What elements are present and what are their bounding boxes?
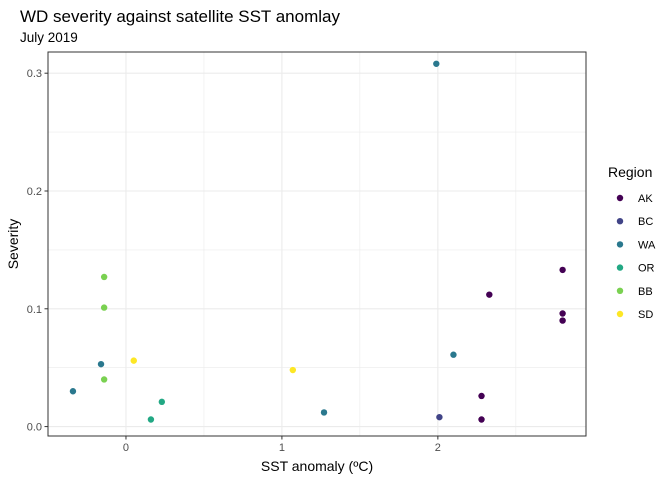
chart-title: WD severity against satellite SST anomla…: [20, 7, 340, 26]
x-tick-label: 1: [279, 442, 285, 454]
data-point-ak: [559, 317, 566, 324]
x-axis-title: SST anomaly (ºC): [261, 458, 373, 474]
data-point-bc: [436, 413, 443, 421]
legend-label-wa: WA: [638, 239, 656, 251]
data-point-ak: [559, 310, 566, 317]
legend-label-bc: BC: [638, 216, 653, 228]
data-point-ak: [478, 416, 485, 423]
data-point-ak: [559, 266, 566, 274]
y-tick-label: 0.1: [27, 304, 42, 316]
legend-key-bc: [616, 218, 624, 225]
data-point-wa: [69, 388, 77, 395]
y-tick-label: 0.2: [27, 186, 42, 198]
data-point-ak: [478, 392, 485, 400]
data-point-wa: [320, 409, 328, 416]
data-point-or: [158, 398, 166, 406]
data-point-bb: [100, 304, 108, 311]
legend-label-or: OR: [638, 263, 655, 275]
data-point-wa: [97, 360, 105, 368]
legend-key-sd: [616, 310, 624, 318]
plot-border: [47, 51, 587, 437]
x-axis-ticks: 0 1 2: [123, 436, 441, 454]
y-axis-ticks: 0.0 0.1 0.2 0.3: [27, 68, 48, 434]
legend: Region AK BC WA OR BB SD: [608, 164, 656, 321]
legend-label-sd: SD: [638, 309, 653, 321]
data-point-bb: [100, 376, 108, 383]
data-point-ak: [486, 291, 493, 298]
minor-gridlines: [47, 52, 586, 436]
legend-label-bb: BB: [638, 286, 653, 298]
y-axis-title: Severity: [5, 219, 21, 270]
data-point-wa: [450, 351, 457, 358]
major-gridlines: [48, 52, 586, 436]
legend-key-bb: [616, 287, 624, 294]
data-point-sd: [289, 366, 297, 374]
data-points: [69, 60, 566, 423]
chart-subtitle: July 2019: [20, 30, 78, 45]
data-point-bb: [100, 273, 108, 281]
legend-title: Region: [608, 164, 652, 180]
legend-key-wa: [616, 241, 624, 248]
y-tick-label: 0.3: [27, 68, 42, 80]
data-point-or: [147, 416, 155, 423]
data-point-wa: [433, 60, 440, 67]
y-tick-label: 0.0: [27, 422, 42, 434]
legend-key-or: [616, 264, 624, 271]
legend-key-ak: [616, 194, 624, 202]
x-tick-label: 2: [435, 442, 441, 454]
legend-label-ak: AK: [638, 193, 653, 205]
data-point-sd: [130, 357, 137, 364]
x-tick-label: 0: [123, 442, 129, 454]
plot-panel: [48, 52, 586, 436]
